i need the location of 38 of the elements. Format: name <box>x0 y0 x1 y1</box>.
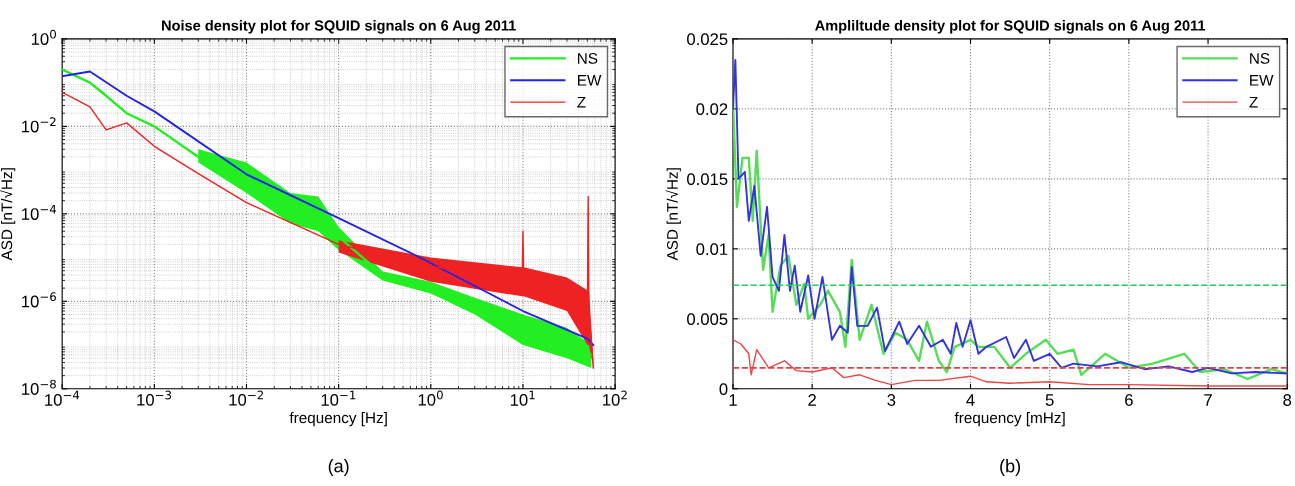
x-tick-label: 7 <box>1204 394 1212 406</box>
x-tick-label: 10$^{0}$ <box>418 390 443 406</box>
legend-label: Z <box>1249 96 1258 108</box>
text: (a) <box>328 459 349 476</box>
x-axis-title: frequency [mHz] <box>954 411 1065 427</box>
y-tick-label: 0.015 <box>687 173 728 186</box>
x-tick-label: 3 <box>887 394 896 406</box>
y-axis-title: ASD [nT/√Hz] <box>665 168 681 261</box>
chart-title: Ampliltude density plot for SQUID signals on 6 Aug 2011 <box>815 19 1206 34</box>
x-axis-title: frequency [Hz] <box>289 411 387 427</box>
x-tick-label: 4 <box>966 394 975 406</box>
x-tick-label: 10$^{−1}$ <box>321 390 356 406</box>
legend-label: NS <box>1250 53 1270 64</box>
legend-label: EW <box>1250 75 1274 86</box>
y-tick-label: 0.025 <box>687 33 728 46</box>
legend-label: EW <box>578 75 602 86</box>
x-tick-label: 6 <box>1125 394 1133 406</box>
y-tick-label: 0.01 <box>696 243 728 256</box>
y-tick-label: 10$^{−6}$ <box>22 292 56 308</box>
y-tick-label: 10$^{−4}$ <box>22 204 57 220</box>
x-tick-label: 10$^{−2}$ <box>229 390 263 406</box>
x-tick-label: 5 <box>1045 394 1054 406</box>
x-tick-label: 2 <box>808 394 816 406</box>
x-tick-label: 10$^{2}$ <box>603 390 627 406</box>
x-tick-label: 8 <box>1283 394 1292 406</box>
text: (b) <box>1000 459 1021 476</box>
y-axis-title: ASD [nT/√Hz] <box>0 168 16 261</box>
y-tick-label: 0.02 <box>696 103 728 116</box>
y-tick-label: 0 <box>719 383 728 395</box>
chart-title: Noise density plot for SQUID signals on 6 Aug 2011 <box>162 19 516 34</box>
x-tick-label: 1 <box>729 394 737 406</box>
legend-label: Z <box>577 96 586 108</box>
legend-label: NS <box>578 53 598 64</box>
y-tick-label: 10$^{−2}$ <box>22 117 56 133</box>
y-tick-label: 0.005 <box>687 313 728 326</box>
x-tick-label: 10$^{1}$ <box>510 390 535 406</box>
x-tick-label: 10$^{−3}$ <box>137 390 172 406</box>
y-tick-label: 10$^{0}$ <box>31 29 56 45</box>
